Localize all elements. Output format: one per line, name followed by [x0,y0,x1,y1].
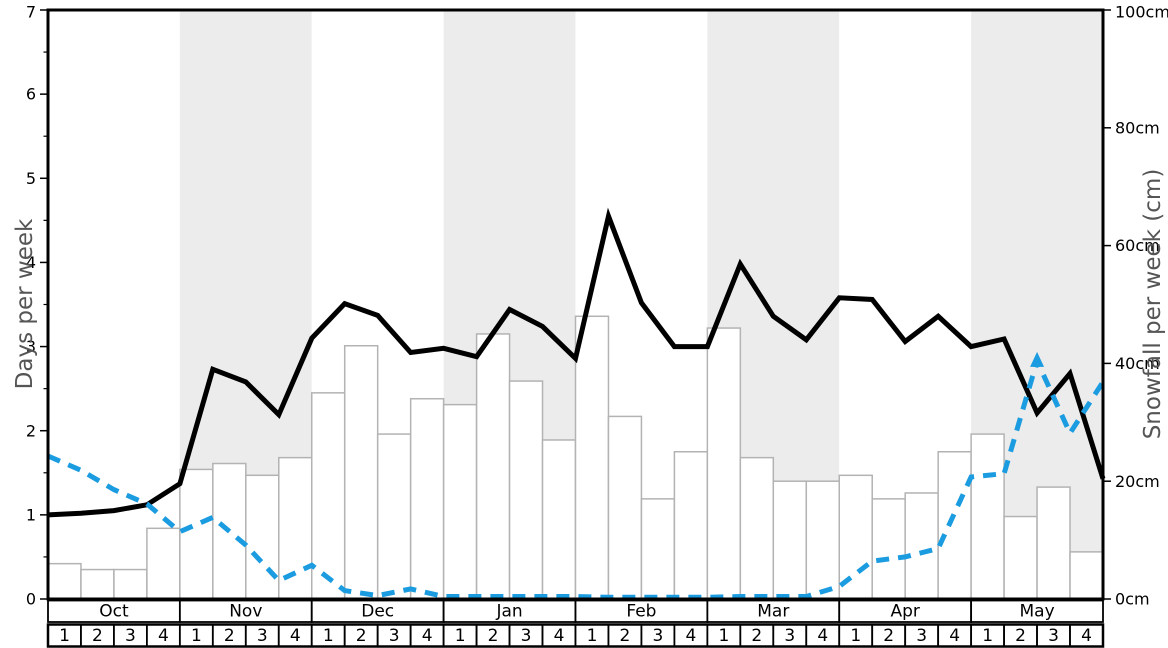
left-axis-tick-label: 3 [26,337,36,356]
snowfall-bar [805,480,840,600]
blue-line-apex-cap [1030,351,1045,367]
snowfall-bar [376,433,412,600]
week-label: 2 [883,626,894,646]
month-label: May [1019,602,1054,622]
week-label: 1 [718,626,729,646]
month-label: Oct [99,602,129,622]
left-axis-tick-label: 1 [26,505,36,524]
snowfall-bar [904,492,939,600]
right-axis-tick-label: 40cm [1115,354,1160,373]
snowfall-bar [1069,551,1104,600]
week-label: 4 [1081,626,1092,646]
week-label: 2 [92,626,103,646]
snowfall-bar [640,498,676,600]
left-axis-title: Days per week [12,218,38,389]
week-label: 2 [751,626,762,646]
snowfall-bar [772,480,808,600]
days-per-week-line [47,207,1106,518]
snowfall-bar [47,562,82,600]
snowfall-bar [442,403,478,600]
snowfall-bar [607,415,643,600]
snowfall-bar [508,380,544,600]
week-label: 4 [554,626,565,646]
snowfall-bar [475,333,511,600]
month-label: Feb [626,602,656,622]
month-band [48,10,180,599]
week-label: 3 [521,626,532,646]
week-label: 1 [191,626,202,646]
week-label: 1 [455,626,466,646]
right-axis-title: Snowfall per week (cm) [1140,169,1166,440]
week-label: 4 [949,626,960,646]
week-row-border [46,623,1105,648]
snowfall-bar [706,327,742,600]
month-label: Jan [495,602,522,622]
snowfall-bar [343,344,379,600]
snowfall-bar [739,456,775,600]
week-label: 4 [158,626,169,646]
week-label: 3 [653,626,664,646]
left-axis-tick-label: 4 [26,253,36,272]
snowfall-bar [937,451,972,600]
week-label: 3 [257,626,268,646]
week-label: 4 [817,626,828,646]
snowfall-bar [1036,486,1071,600]
week-label: 1 [587,626,598,646]
month-label: Apr [890,602,919,622]
snowfall-bar [80,568,115,600]
week-label: 1 [850,626,861,646]
snowfall-bar [541,439,577,600]
right-axis-tick-label: 60cm [1115,236,1160,255]
snowfall-bar [1003,515,1038,600]
left-axis-tick-label: 0 [26,590,36,609]
month-label: Dec [361,602,394,622]
month-cell [970,599,1104,623]
snowfall-bar [970,433,1005,600]
left-axis-tick-label: 5 [26,169,36,188]
month-label: Mar [757,602,789,622]
snowfall-bar [574,315,610,600]
snowfall-bar [179,468,214,600]
snowfall-bar [245,474,280,600]
week-label: 4 [290,626,301,646]
right-axis-tick-label: 20cm [1115,472,1160,491]
week-label: 3 [784,626,795,646]
blue-dashed-line [47,353,1106,600]
snowfall-bar [113,568,148,600]
right-axis-tick-label: 80cm [1115,118,1160,137]
week-label: 2 [1015,626,1026,646]
week-label: 1 [982,626,993,646]
snowfall-bar [311,392,346,600]
week-label: 3 [1048,626,1059,646]
week-label: 3 [916,626,927,646]
snowfall-bar [838,474,873,600]
snowfall-bar [146,527,181,600]
snowfall-bar [673,451,709,600]
right-axis-tick-label: 100cm [1115,3,1168,22]
month-label: Nov [229,602,262,622]
left-axis-tick-label: 2 [26,421,36,440]
week-label: 4 [422,626,433,646]
snowfall-bar [871,498,906,600]
week-label: 1 [59,626,70,646]
week-label: 3 [389,626,400,646]
left-axis-tick-label: 6 [26,85,36,104]
snowfall-bar [409,397,445,600]
right-axis-tick-label: 0cm [1115,590,1150,609]
week-label: 2 [488,626,499,646]
chart-generated-content: 0 1 2 3 4 5 6 7 0cm 20cm 40cm 60cm 80cm 100cm Oct Nov De… [26,3,1168,648]
week-label: 2 [224,626,235,646]
week-label: 2 [356,626,367,646]
week-label: 4 [685,626,696,646]
week-label: 2 [620,626,631,646]
left-axis-tick-label: 7 [26,3,36,22]
week-label: 1 [323,626,334,646]
week-label: 3 [125,626,136,646]
